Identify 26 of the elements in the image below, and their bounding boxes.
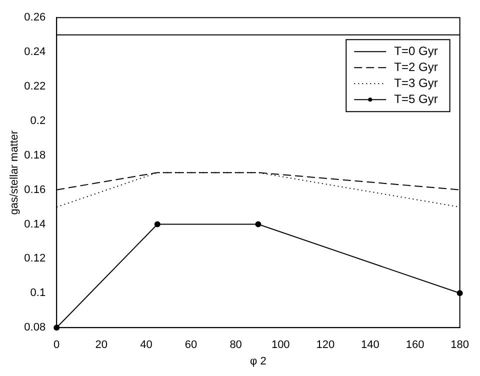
y-tick-label: 0.16 xyxy=(24,184,46,196)
legend-label: T=2 Gyr xyxy=(394,60,438,74)
legend-label: T=5 Gyr xyxy=(394,92,438,106)
y-tick-label: 0.18 xyxy=(24,149,46,162)
y-tick-label: 0.1 xyxy=(30,287,46,300)
x-tick-label: 140 xyxy=(361,339,380,352)
x-tick-label: 20 xyxy=(95,339,108,352)
x-tick-label: 120 xyxy=(316,339,335,352)
x-tick-label: 60 xyxy=(184,339,198,352)
y-tick-label: 0.26 xyxy=(24,12,46,24)
x-tick-label: 180 xyxy=(450,339,470,352)
y-tick-label: 0.12 xyxy=(24,252,46,265)
x-tick-label: 160 xyxy=(406,339,424,352)
legend-label: T=0 Gyr xyxy=(394,44,438,58)
x-tick-label: 100 xyxy=(271,339,290,352)
x-axis-title: φ 2 xyxy=(250,355,266,368)
x-tick-label: 0 xyxy=(54,339,60,352)
x-tick-label: 80 xyxy=(230,339,242,352)
y-tick-label: 0.24 xyxy=(24,46,46,58)
y-axis-title: gas/stellar matter xyxy=(8,130,21,215)
y-tick-label: 0.22 xyxy=(24,80,46,93)
legend-label: T=3 Gyr xyxy=(394,76,438,90)
x-tick-label: 40 xyxy=(140,339,152,352)
y-tick-label: 0.2 xyxy=(30,114,46,127)
y-tick-label: 0.08 xyxy=(24,322,46,334)
y-tick-label: 0.14 xyxy=(24,218,46,230)
